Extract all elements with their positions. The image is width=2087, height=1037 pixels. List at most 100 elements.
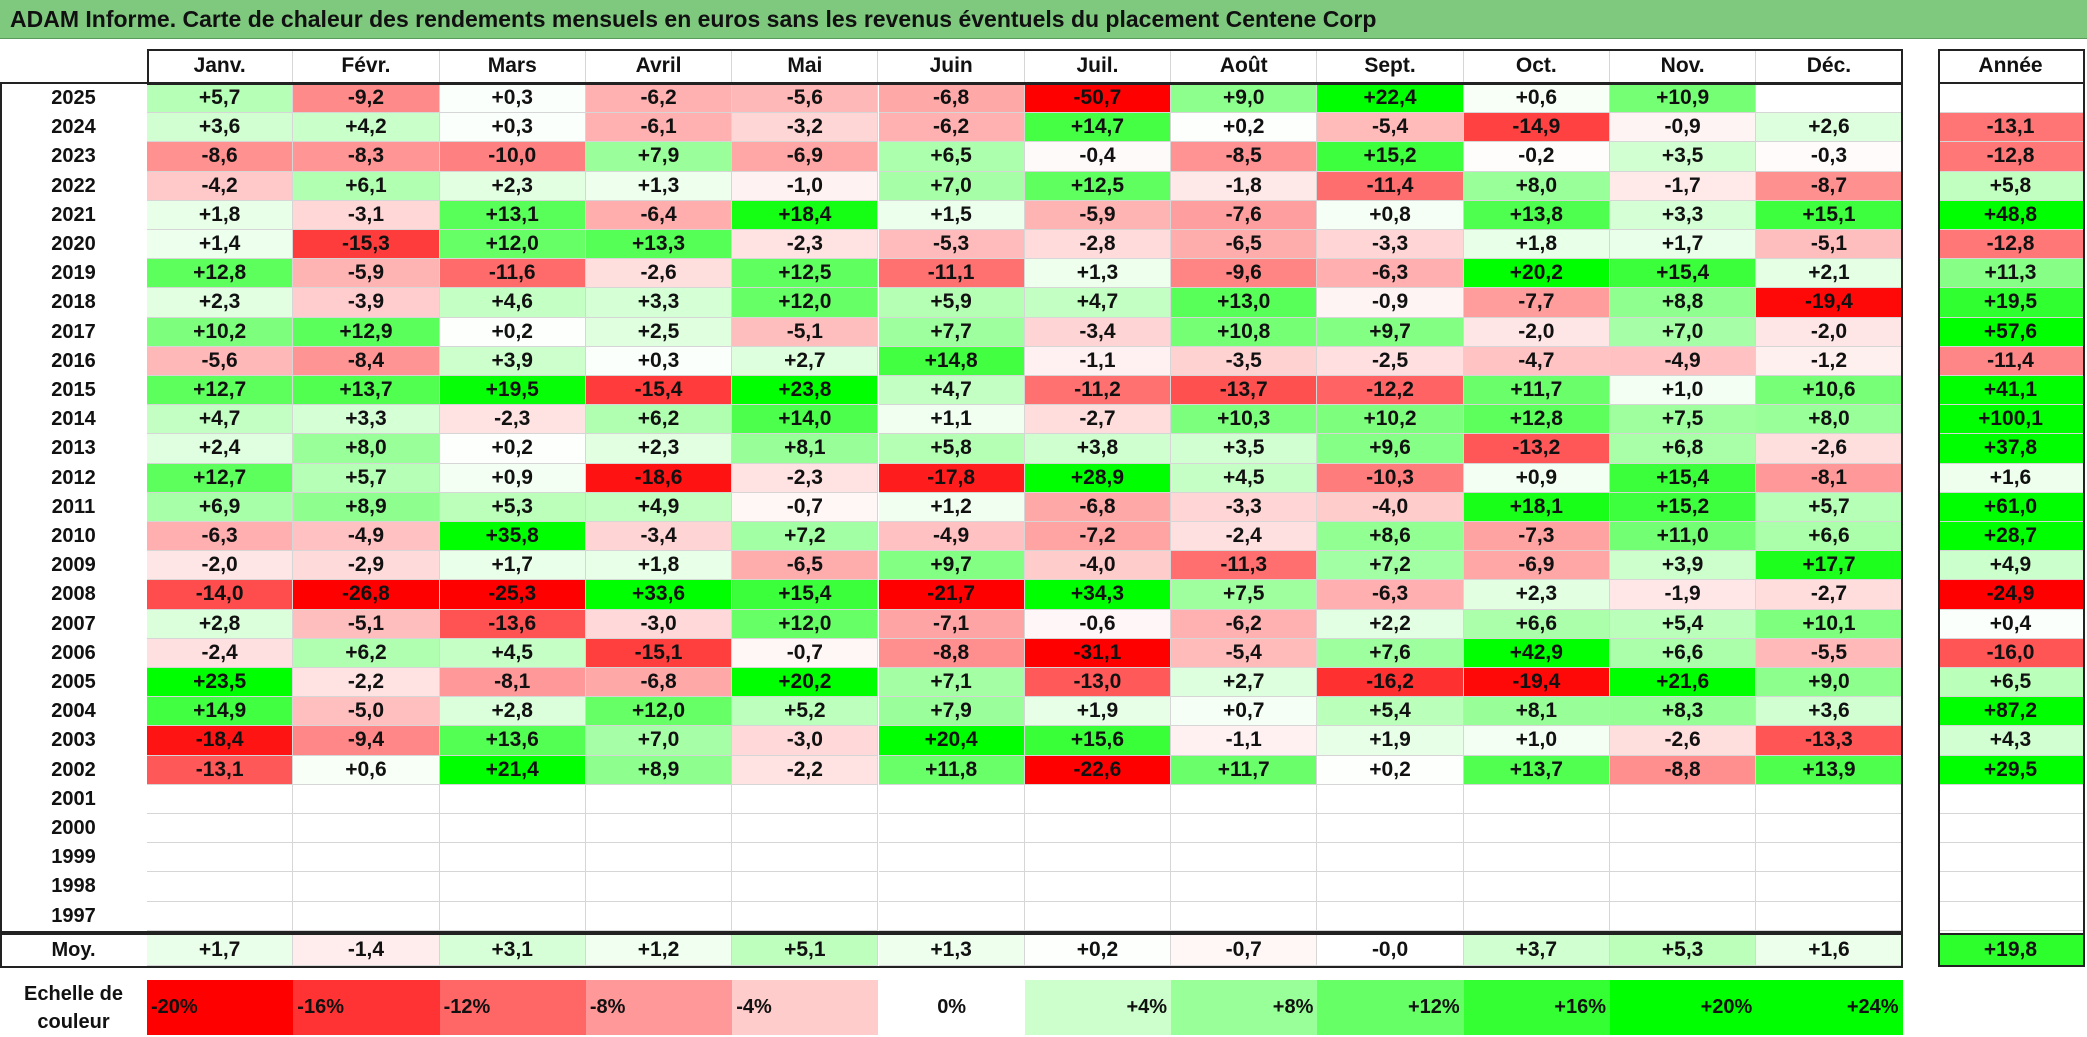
- heatmap-cell: +0,9: [439, 463, 586, 493]
- heatmap-cell: +2,3: [585, 434, 733, 464]
- heatmap-cell: -1,2: [1756, 346, 1903, 376]
- heatmap-cell: +15,2: [1317, 142, 1464, 172]
- heatmap-cell: -13,7: [1171, 376, 1318, 406]
- heatmap-cell: +7,0: [585, 726, 733, 756]
- heatmap-cell: -2,7: [1756, 580, 1903, 610]
- heatmap-cell: +6,6: [1463, 609, 1610, 639]
- annual-cell: [1938, 814, 2084, 844]
- heatmap-cell: +6,5: [878, 142, 1025, 172]
- heatmap-cell: [878, 784, 1025, 814]
- heatmap-cell: [147, 843, 294, 873]
- annual-cell: -16,0: [1938, 638, 2084, 668]
- heatmap-cell: [1317, 814, 1464, 844]
- average-cell: +5,3: [1610, 935, 1757, 966]
- year-label: 2010: [51, 525, 96, 548]
- month-header: Mai: [732, 49, 879, 84]
- heatmap-cell: -10,0: [439, 142, 586, 172]
- heatmap-cell: -12,2: [1317, 376, 1464, 406]
- heatmap-cell: -8,1: [439, 668, 586, 698]
- heatmap-cell: -8,4: [293, 346, 440, 376]
- annual-cell: +4,3: [1938, 726, 2084, 756]
- annual-cell: +61,0: [1938, 492, 2084, 522]
- heatmap-cell: +9,6: [1317, 434, 1464, 464]
- heatmap-cell: -5,0: [293, 697, 440, 727]
- heatmap-cell: +35,8: [439, 522, 586, 552]
- heatmap-cell: [585, 872, 733, 902]
- heatmap-cell: +6,1: [293, 171, 440, 201]
- heatmap-cell: +18,1: [1463, 492, 1610, 522]
- heatmap-cell: +12,8: [1463, 405, 1610, 435]
- year-label: 2018: [51, 291, 96, 314]
- heatmap-cell: -6,2: [878, 113, 1025, 143]
- year-label: 2023: [51, 145, 96, 168]
- annual-cell: [1938, 784, 2084, 814]
- heatmap-cell: +12,7: [147, 463, 294, 493]
- heatmap-cell: -2,3: [732, 463, 879, 493]
- heatmap-cell: +15,4: [1610, 259, 1757, 289]
- heatmap-cell: -18,4: [147, 726, 294, 756]
- heatmap-cell: +1,4: [147, 230, 294, 260]
- heatmap-cell: +13,7: [1463, 755, 1610, 785]
- heatmap-cell: [585, 784, 733, 814]
- heatmap-cell: [1024, 784, 1172, 814]
- heatmap-cell: +0,2: [439, 317, 586, 347]
- heatmap-cell: -5,4: [1171, 638, 1318, 668]
- heatmap-cell: +42,9: [1463, 638, 1610, 668]
- heatmap-cell: [1171, 872, 1318, 902]
- heatmap-cell: +1,7: [1610, 230, 1757, 260]
- average-cell: -1,4: [293, 935, 440, 966]
- heatmap-cell: [1756, 784, 1903, 814]
- heatmap-cell: +8,0: [1463, 171, 1610, 201]
- annual-cell: +19,5: [1938, 288, 2084, 318]
- annual-cell: -12,8: [1938, 142, 2084, 172]
- heatmap-cell: +5,4: [1610, 609, 1757, 639]
- heatmap-cell: +4,2: [293, 113, 440, 143]
- heatmap-cell: +9,7: [878, 551, 1025, 581]
- color-scale-swatch: +24%: [1756, 980, 1903, 1035]
- month-header: Nov.: [1610, 49, 1757, 84]
- heatmap-cell: +5,9: [878, 288, 1025, 318]
- heatmap-cell: [1171, 814, 1318, 844]
- annual-cell: -24,9: [1938, 580, 2084, 610]
- heatmap-cell: -3,3: [1171, 492, 1318, 522]
- heatmap-cell: [732, 784, 879, 814]
- heatmap-cell: +2,4: [147, 434, 294, 464]
- heatmap-cell: -19,4: [1463, 668, 1610, 698]
- heatmap-cell: -15,1: [585, 638, 733, 668]
- annual-cell: +5,8: [1938, 171, 2084, 201]
- year-label: 2021: [51, 203, 96, 226]
- month-header: Avril: [585, 49, 733, 84]
- heatmap-cell: +28,9: [1024, 463, 1172, 493]
- heatmap-cell: +0,6: [1463, 84, 1610, 114]
- heatmap-cell: +0,6: [293, 755, 440, 785]
- heatmap-cell: +1,8: [147, 200, 294, 230]
- heatmap-cell: -18,6: [585, 463, 733, 493]
- heatmap-cell: +2,7: [1171, 668, 1318, 698]
- heatmap-cell: +9,0: [1171, 84, 1318, 114]
- heatmap-cell: +20,4: [878, 726, 1025, 756]
- heatmap-cell: +33,6: [585, 580, 733, 610]
- heatmap-cell: +8,1: [1463, 697, 1610, 727]
- heatmap-cell: +13,3: [585, 230, 733, 260]
- heatmap-cell: +13,0: [1171, 288, 1318, 318]
- heatmap-cell: [439, 814, 586, 844]
- heatmap-cell: -4,0: [1024, 551, 1172, 581]
- heatmap-cell: +1,0: [1610, 376, 1757, 406]
- annual-cell: +48,8: [1938, 200, 2084, 230]
- heatmap-cell: +7,5: [1610, 405, 1757, 435]
- heatmap-cell: +3,3: [1610, 200, 1757, 230]
- heatmap-cell: [1317, 843, 1464, 873]
- heatmap-cell: +7,0: [1610, 317, 1757, 347]
- heatmap-cell: [293, 814, 440, 844]
- heatmap-cell: -11,1: [878, 259, 1025, 289]
- heatmap-cell: +10,3: [1171, 405, 1318, 435]
- month-header: Juil.: [1024, 49, 1172, 84]
- annual-cell: -12,8: [1938, 230, 2084, 260]
- heatmap-cell: +23,8: [732, 376, 879, 406]
- heatmap-cell: -6,9: [732, 142, 879, 172]
- heatmap-cell: +2,3: [1463, 580, 1610, 610]
- color-scale-swatch: -20%: [147, 980, 294, 1035]
- heatmap-cell: -3,0: [585, 609, 733, 639]
- average-cell: +1,2: [585, 935, 733, 966]
- heatmap-cell: +10,1: [1756, 609, 1903, 639]
